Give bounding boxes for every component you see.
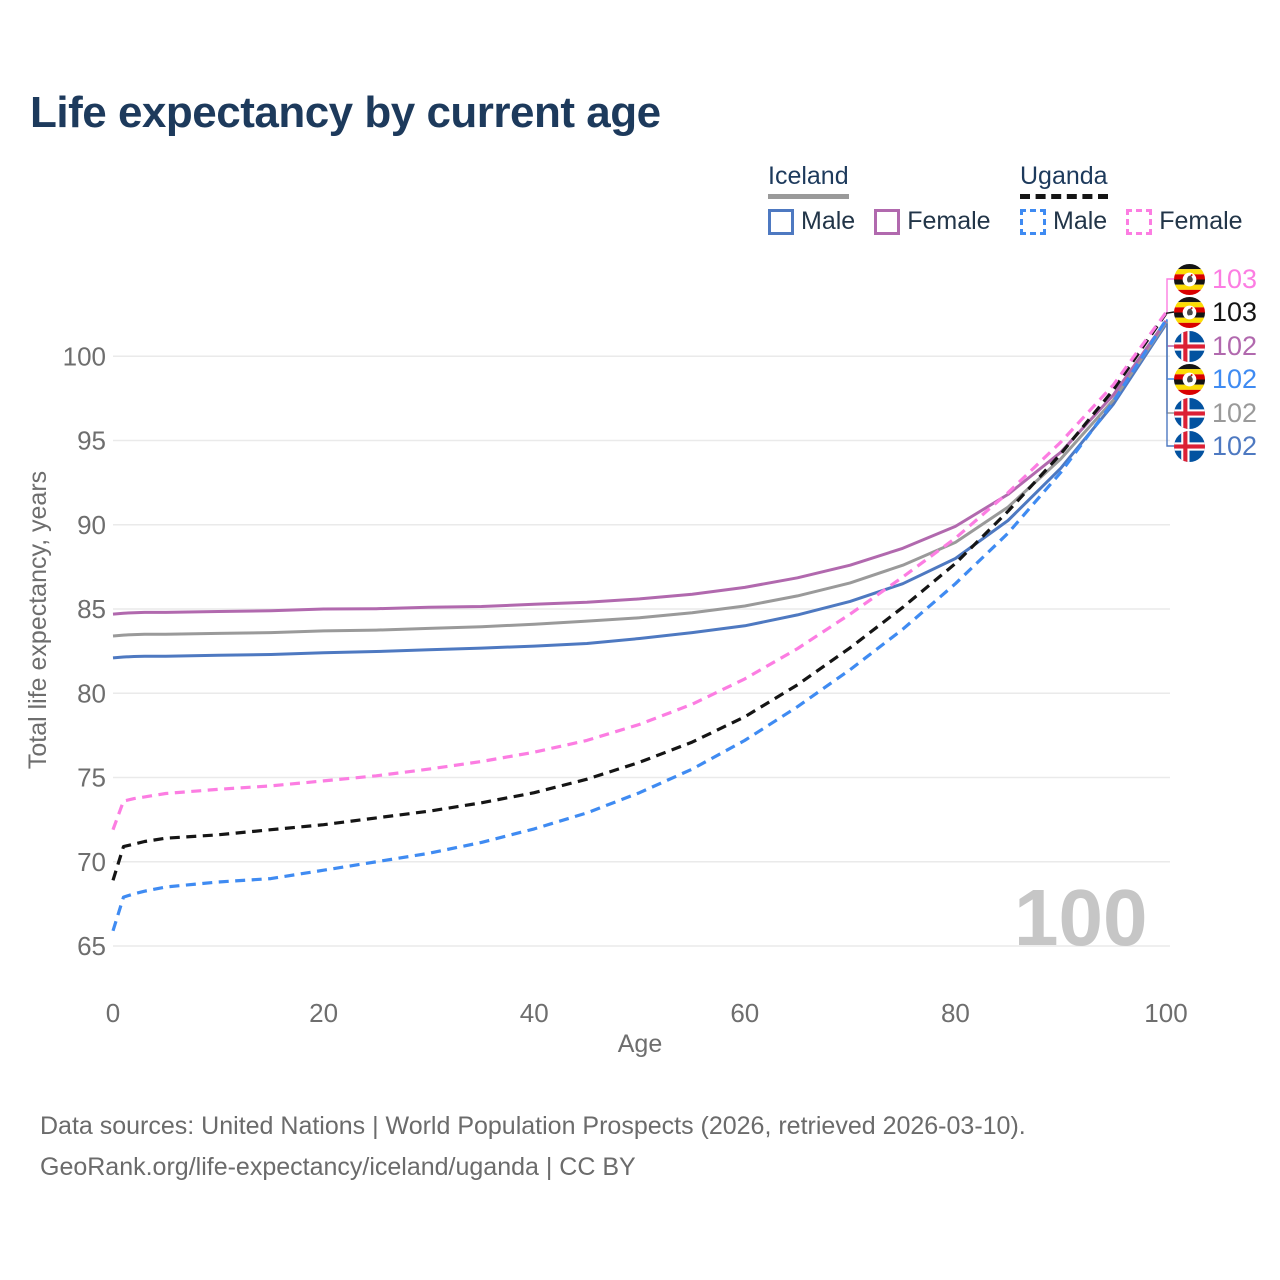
age-watermark: 100: [1014, 873, 1148, 962]
x-tick-label: 60: [730, 998, 759, 1028]
end-label-connector: [1165, 311, 1175, 314]
x-axis-title: Age: [618, 1030, 662, 1058]
footer-attribution: GeoRank.org/life-expectancy/iceland/ugan…: [40, 1153, 636, 1181]
end-value: 102: [1212, 363, 1258, 394]
iceland-flag-icon: [1174, 430, 1205, 462]
legend-swatch-uganda-female: [1126, 208, 1153, 235]
legend-label-iceland-male: Male: [801, 207, 856, 235]
x-tick-label: 80: [941, 998, 970, 1028]
y-tick-label: 85: [77, 594, 106, 624]
series-line-iceland: [112, 321, 1168, 638]
y-tick-label: 75: [77, 763, 106, 793]
legend-swatch-iceland-male: [768, 208, 794, 235]
end-label-iceland-female: 102: [1174, 330, 1257, 362]
legend-country-iceland: Iceland: [768, 162, 849, 199]
legend-swatch-iceland-female: [874, 208, 901, 235]
end-label-iceland-both: 102: [1174, 397, 1257, 429]
x-tick-label: 100: [1144, 998, 1187, 1028]
legend-swatch-uganda-male: [1020, 208, 1046, 235]
end-value: 103: [1212, 263, 1258, 294]
footer-sources: Data sources: United Nations | World Pop…: [40, 1112, 1026, 1140]
end-label-connector: [1166, 278, 1174, 314]
y-tick-label: 70: [77, 847, 106, 877]
legend-items-uganda: Male Female: [1020, 207, 1243, 236]
end-label-iceland-male: 102: [1174, 430, 1257, 462]
x-tick-label: 20: [309, 998, 338, 1028]
series-line-uganda-female: [111, 311, 1168, 831]
x-tick-label: 40: [520, 998, 549, 1028]
iceland-flag-icon: [1174, 397, 1205, 429]
end-label-connector: [1166, 323, 1174, 447]
legend-item-iceland-male: Male: [768, 207, 855, 236]
legend-group-iceland: Iceland Male Female: [768, 162, 991, 236]
series-line-uganda: [111, 312, 1168, 881]
series-line-uganda-male: [111, 319, 1168, 932]
end-value: 102: [1212, 397, 1258, 428]
series-line-iceland-female: [112, 320, 1168, 616]
iceland-flag-icon: [1174, 330, 1205, 362]
legend-label-uganda-female: Female: [1159, 207, 1243, 235]
y-tick-label: 90: [77, 510, 106, 540]
legend-items-iceland: Male Female: [768, 207, 991, 236]
uganda-flag-icon: [1174, 296, 1205, 328]
legend-group-uganda: Uganda Male Female: [1020, 162, 1243, 236]
legend-label-uganda-male: Male: [1053, 207, 1108, 235]
footer: Data sources: United Nations | World Pop…: [40, 1106, 1026, 1188]
legend-item-iceland-female: Female: [874, 207, 991, 236]
legend-label-iceland-female: Female: [907, 207, 991, 235]
end-value: 102: [1212, 430, 1258, 461]
series-line-iceland-male: [112, 323, 1168, 660]
uganda-flag-icon: [1174, 363, 1205, 395]
page-title: Life expectancy by current age: [30, 88, 661, 137]
y-tick-label: 100: [63, 341, 106, 371]
y-tick-label: 65: [77, 931, 106, 961]
end-value: 103: [1212, 296, 1258, 327]
legend-item-uganda-female: Female: [1126, 207, 1243, 236]
uganda-flag-icon: [1174, 263, 1205, 295]
y-tick-label: 95: [77, 426, 106, 456]
end-label-uganda-male: 102: [1174, 363, 1257, 395]
legend-item-uganda-male: Male: [1020, 207, 1107, 236]
end-value: 102: [1212, 330, 1258, 361]
legend-country-uganda: Uganda: [1020, 162, 1108, 199]
x-tick-label: 0: [106, 998, 120, 1028]
end-label-uganda-female: 103: [1174, 263, 1257, 295]
y-tick-label: 80: [77, 678, 106, 708]
y-axis-title: Total life expectancy, years: [24, 471, 52, 769]
end-label-uganda-both: 103: [1174, 296, 1257, 328]
